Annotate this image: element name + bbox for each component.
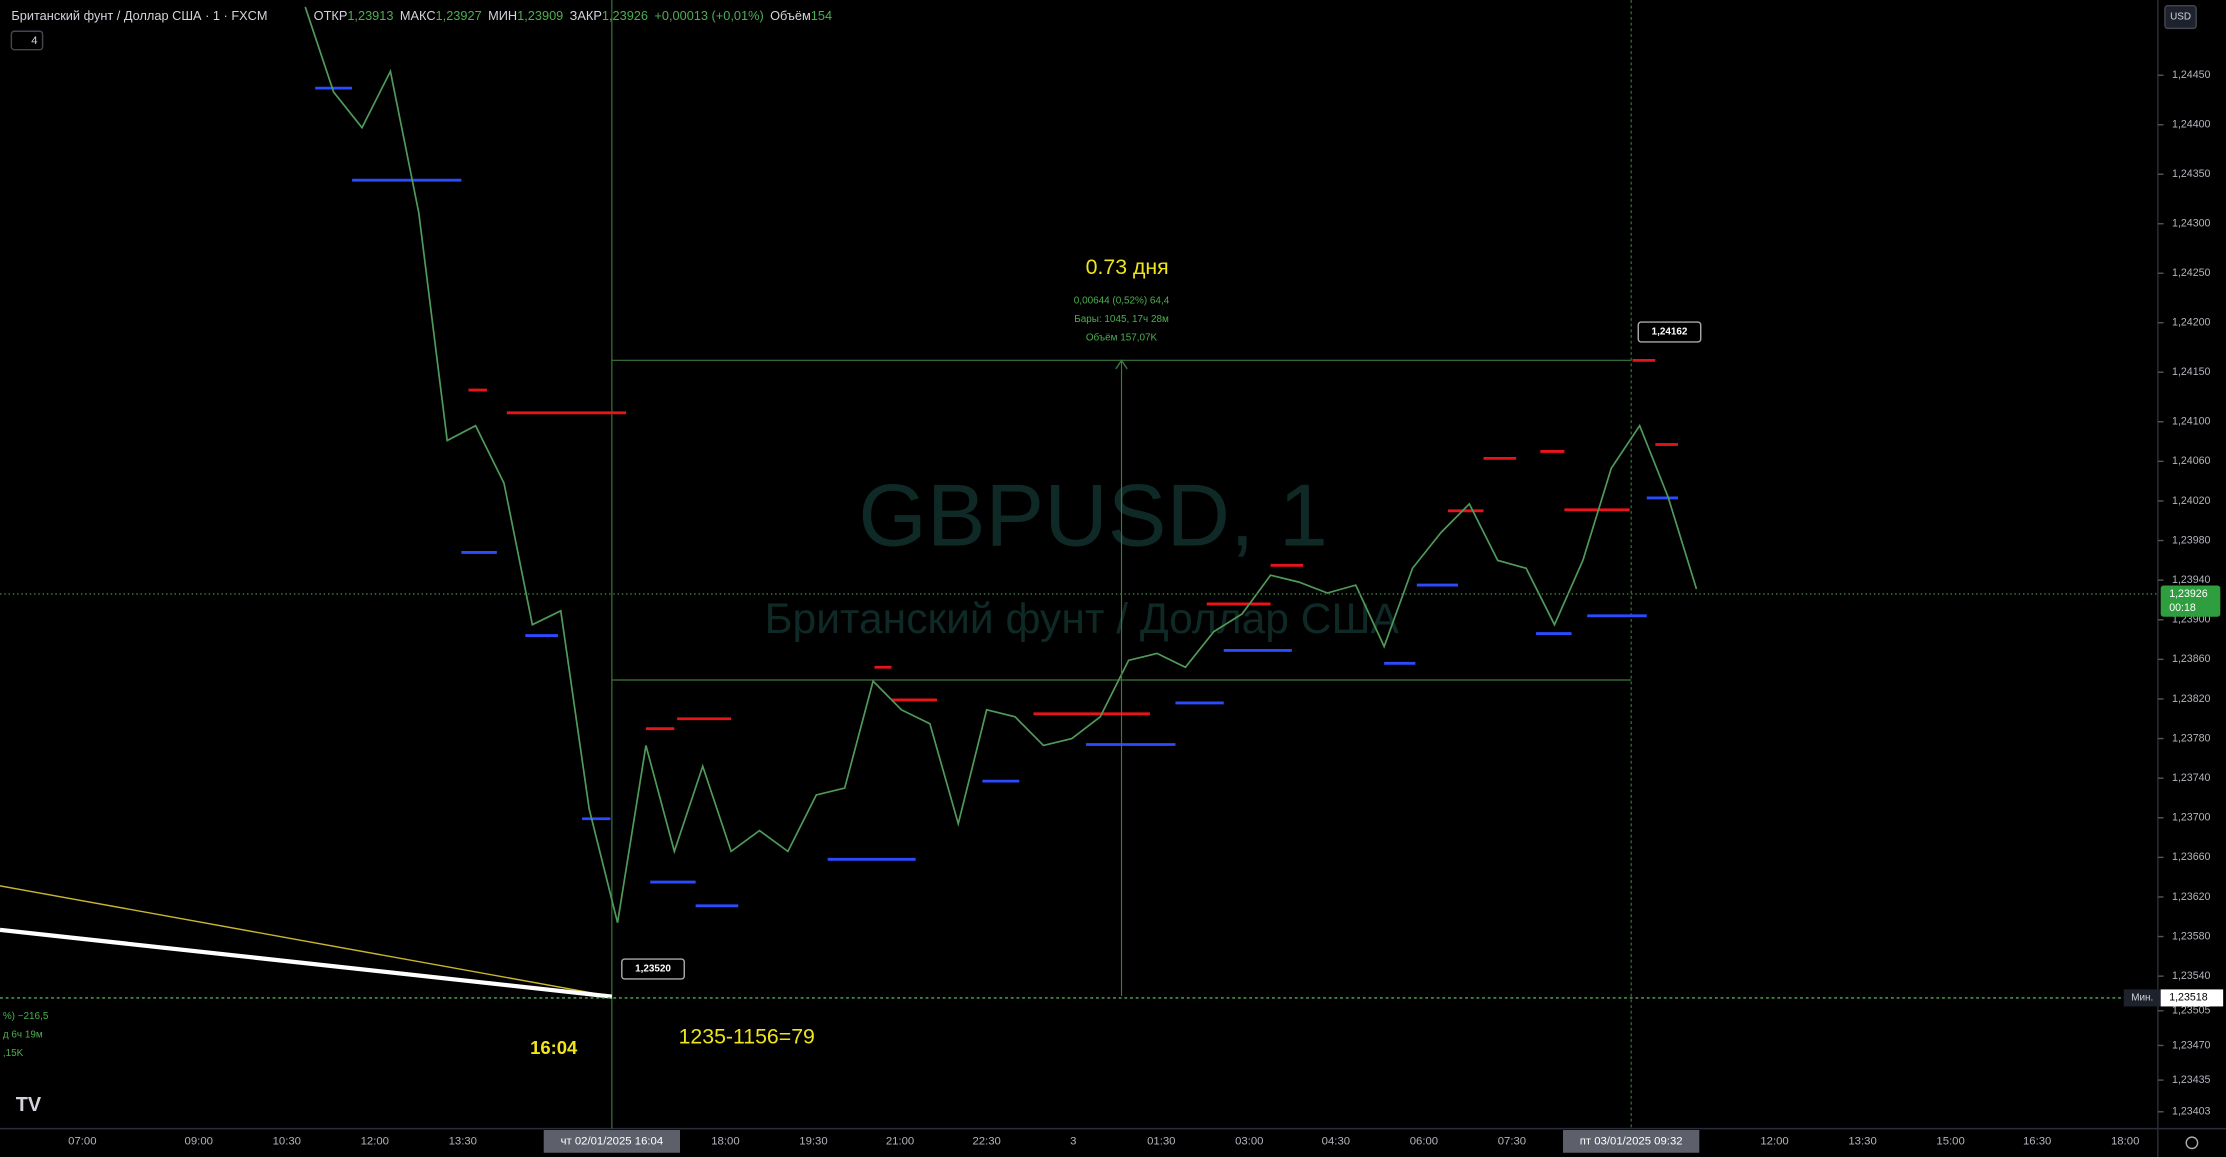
- price-tick-label: 1,23900: [2172, 614, 2210, 626]
- price-tick-label: 1,23780: [2172, 732, 2210, 744]
- crosshair-time-label: чт 02/01/2025 16:04: [561, 1135, 664, 1147]
- price-tick-label: 1,23540: [2172, 970, 2210, 982]
- time-tick-label: 15:00: [1936, 1135, 1964, 1147]
- price-tick-label: 1,24100: [2172, 416, 2210, 428]
- min-tag-label: Мин.: [2131, 993, 2153, 1004]
- left-stat: д 6ч 19м: [3, 1030, 43, 1041]
- price-tick-label: 1,24300: [2172, 218, 2210, 230]
- price-tick-label: 1,23700: [2172, 812, 2210, 824]
- time-tick-label: 09:00: [185, 1135, 213, 1147]
- price-tick-label: 1,24450: [2172, 69, 2210, 81]
- crosshair-time-label: пт 03/01/2025 09:32: [1580, 1135, 1683, 1147]
- logo[interactable]: TV: [16, 1094, 42, 1116]
- time-tick-label: 03:00: [1235, 1135, 1263, 1147]
- volume-value: 154: [811, 8, 832, 23]
- measure-volume: Объём 157,07K: [1086, 332, 1158, 343]
- currency-label: USD: [2170, 12, 2191, 23]
- measure-bars: Бары: 1045, 17ч 28м: [1074, 314, 1169, 325]
- price-tick-label: 1,23505: [2172, 1005, 2210, 1017]
- price-tick-label: 1,23580: [2172, 930, 2210, 942]
- measure-change: 0,00644 (0,52%) 64,4: [1074, 296, 1170, 307]
- ohlc-label: МИН: [488, 8, 517, 23]
- price-tick-label: 1,24020: [2172, 495, 2210, 507]
- price-tick-label: 1,23860: [2172, 653, 2210, 665]
- current-price-label: 1,23926: [2169, 588, 2207, 600]
- time-tick-label: 01:30: [1147, 1135, 1175, 1147]
- price-tick-label: 1,24400: [2172, 119, 2210, 131]
- min-price-label: 1,23518: [2169, 992, 2207, 1004]
- high-tag: [1637, 321, 1702, 343]
- price-tick-label: 1,24060: [2172, 455, 2210, 467]
- crosshair-time-tag: [1563, 1130, 1700, 1153]
- time-tick-label: 21:00: [886, 1135, 914, 1147]
- indicators-count: 4: [31, 35, 37, 47]
- price-tick-label: 1,23980: [2172, 534, 2210, 546]
- watermark-subtitle: Британский фунт / Доллар США: [765, 595, 1400, 643]
- price-tick-label: 1,24150: [2172, 366, 2210, 378]
- trend-line-thick: [0, 927, 613, 999]
- price-line: [304, 6, 1698, 923]
- min-tag: [2123, 989, 2161, 1007]
- time-tick-label: 12:00: [361, 1135, 389, 1147]
- price-tick-label: 1,24250: [2172, 267, 2210, 279]
- price-tick-label: 1,23620: [2172, 891, 2210, 903]
- measure-arrow-head: [1115, 359, 1128, 370]
- left-stat: %) −216,5: [3, 1011, 49, 1022]
- price-tick-label: 1,23820: [2172, 693, 2210, 705]
- trend-line-thin: [0, 885, 612, 998]
- calc-annotation: 1235-1156=79: [679, 1024, 815, 1048]
- symbol[interactable]: Британский фунт / Доллар США · 1 · FXCM …: [11, 8, 832, 23]
- ohlc-value: 1,23913: [347, 8, 393, 23]
- settings-icon[interactable]: [2185, 1136, 2199, 1150]
- price-tick-label: 1,23940: [2172, 574, 2210, 586]
- time-tick-label: 04:30: [1322, 1135, 1350, 1147]
- time-tick-label: 07:30: [1498, 1135, 1526, 1147]
- watermark-title: GBPUSD, 1: [858, 466, 1327, 565]
- price-tick-label: 1,23403: [2172, 1106, 2210, 1118]
- price-tick-label: 1,24350: [2172, 168, 2210, 180]
- countdown-label: 00:18: [2169, 602, 2196, 614]
- change: +0,00013 (+0,01%): [654, 8, 763, 23]
- time-tick-label: 12:00: [1760, 1135, 1788, 1147]
- price-tick-label: 1,23470: [2172, 1039, 2210, 1051]
- time-tick-label: 07:00: [68, 1135, 96, 1147]
- ohlc-value: 1,23909: [517, 8, 563, 23]
- time-tick-label: 22:30: [972, 1135, 1000, 1147]
- price-tick-label: 1,23740: [2172, 772, 2210, 784]
- low-tag: [621, 958, 685, 980]
- time-tick-label: 10:30: [273, 1135, 301, 1147]
- low-tag-label: 1,23520: [635, 964, 671, 975]
- high-tag-label: 1,24162: [1652, 327, 1688, 338]
- price-tick-label: 1,23660: [2172, 851, 2210, 863]
- left-stat: ,15K: [3, 1048, 24, 1059]
- time-tick-label: 13:30: [449, 1135, 477, 1147]
- symbol-name: Британский фунт / Доллар США · 1 · FXCM: [11, 8, 267, 23]
- volume-label: Объём: [770, 8, 811, 23]
- time-tick-label: 13:30: [1848, 1135, 1876, 1147]
- ohlc-value: 1,23926: [602, 8, 648, 23]
- crosshair-time-tag: [543, 1130, 681, 1153]
- time-tick-label: 18:00: [711, 1135, 739, 1147]
- time-tick-label: 16:30: [2023, 1135, 2051, 1147]
- time-tick-label: 06:00: [1410, 1135, 1438, 1147]
- price-tick-label: 1,23435: [2172, 1074, 2210, 1086]
- ohlc-label: ЗАКР: [570, 8, 602, 23]
- current-price-tag: [2160, 585, 2221, 617]
- ohlc-label: ОТКР: [314, 8, 348, 23]
- time-tick-label: 3: [1070, 1135, 1076, 1147]
- measure-duration: 0.73 дня: [1086, 255, 1169, 279]
- time-tick-label: 19:30: [799, 1135, 827, 1147]
- indicators-toggle[interactable]: [10, 30, 44, 51]
- min-price-tag: [2160, 989, 2224, 1007]
- currency-button[interactable]: [2164, 4, 2197, 30]
- ohlc-value: 1,23927: [436, 8, 482, 23]
- time-tick-label: 18:00: [2111, 1135, 2139, 1147]
- price-tick-label: 1,24200: [2172, 317, 2210, 329]
- time-annotation: 16:04: [530, 1037, 578, 1058]
- ohlc-label: МАКС: [400, 8, 436, 23]
